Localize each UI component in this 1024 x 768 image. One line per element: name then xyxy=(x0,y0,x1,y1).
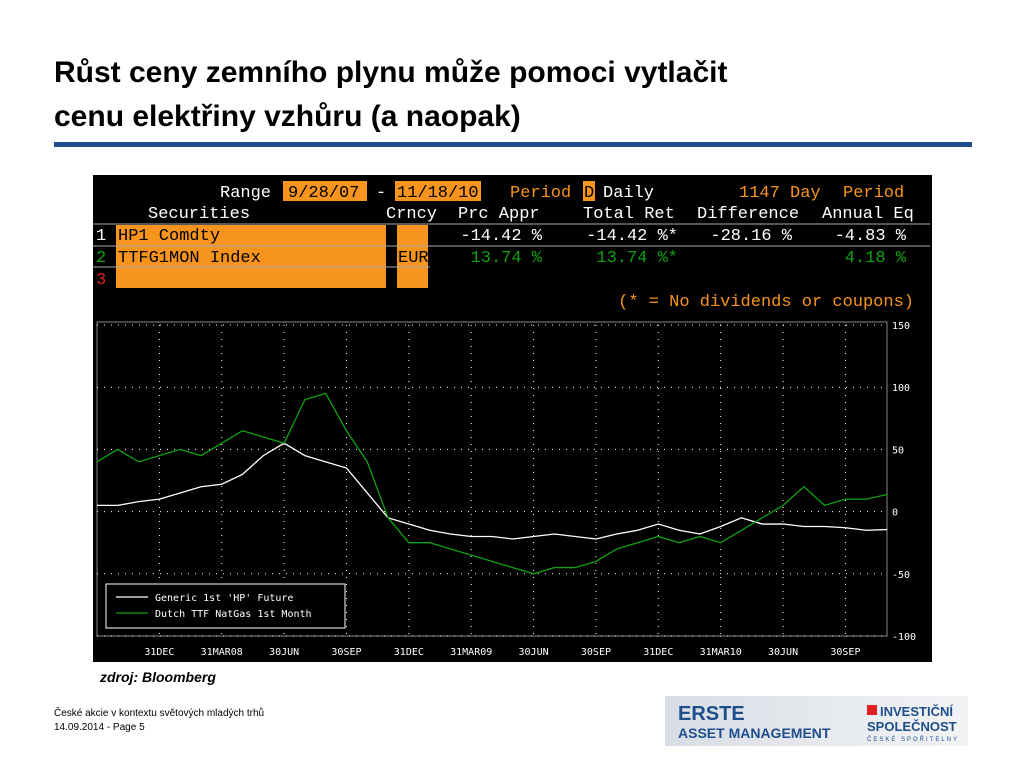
x-tick-label: 30SEP xyxy=(830,647,860,658)
legend xyxy=(105,583,346,629)
x-tick-label: 31DEC xyxy=(394,647,424,658)
x-tick-label: 30JUN xyxy=(269,647,299,658)
days: 1147 Day xyxy=(739,184,821,203)
footer: 14.09.2014 - Page 5 xyxy=(54,722,145,733)
crncy: EUR xyxy=(398,249,429,268)
label: Period xyxy=(510,184,571,203)
y-tick-label: 150 xyxy=(892,321,910,332)
period-box xyxy=(583,181,595,201)
cell: 13.74 % xyxy=(471,249,543,268)
x-tick-label: 31DEC xyxy=(144,647,174,658)
date-box xyxy=(283,181,367,201)
label: Period xyxy=(843,184,904,203)
period-name: Daily xyxy=(603,184,654,203)
period-code: D xyxy=(584,184,594,203)
security: TTFG1MON Index xyxy=(118,249,261,268)
column-header: Securities xyxy=(148,205,250,224)
logo-box xyxy=(665,696,968,746)
footnote: (* = No dividends or coupons) xyxy=(618,293,914,312)
x-tick-label: 30SEP xyxy=(331,647,361,658)
logo-text: INVESTIČNÍ xyxy=(880,704,953,719)
cell: 4.18 % xyxy=(845,249,907,268)
logo-text: ASSET MANAGEMENT xyxy=(678,725,831,741)
row-num: 2 xyxy=(96,249,106,268)
x-tick-label: 30SEP xyxy=(581,647,611,658)
label: Range xyxy=(220,184,271,203)
start-date: 9/28/07 xyxy=(288,184,359,203)
security-box xyxy=(116,225,386,288)
row-num: 3 xyxy=(96,271,106,290)
title: cenu elektřiny vzhůru (a naopak) xyxy=(54,100,521,133)
cell: 13.74 %* xyxy=(596,249,678,268)
x-tick-label: 30JUN xyxy=(768,647,798,658)
source: zdroj: Bloomberg xyxy=(99,669,216,685)
legend-label: Dutch TTF NatGas 1st Month xyxy=(155,609,312,620)
y-tick-label: -50 xyxy=(892,570,910,581)
y-tick-label: 0 xyxy=(892,508,898,519)
column-header: Crncy xyxy=(386,205,437,224)
logo-text: ČESKÉ SPOŘITELNY xyxy=(867,735,959,743)
column-header: Annual Eq xyxy=(822,205,914,224)
y-tick-label: 50 xyxy=(892,445,904,456)
cell: -14.42 % xyxy=(460,227,542,246)
end-date: 11/18/10 xyxy=(397,184,479,203)
series-line xyxy=(96,392,888,575)
footer: České akcie v kontextu světových mladých… xyxy=(54,706,264,719)
x-tick-label: 31MAR10 xyxy=(700,647,742,658)
title-rule xyxy=(54,142,972,147)
column-header: Prc Appr xyxy=(458,205,540,224)
logo-text: ERSTE xyxy=(678,703,745,725)
title: Růst ceny zemního plynu může pomoci vytl… xyxy=(54,56,727,89)
x-tick-label: 30JUN xyxy=(519,647,549,658)
logo-mark xyxy=(867,705,877,715)
dash: - xyxy=(376,184,386,203)
plot-frame xyxy=(96,321,888,637)
x-tick-label: 31DEC xyxy=(643,647,673,658)
x-tick-label: 31MAR09 xyxy=(450,647,492,658)
y-tick-label: 100 xyxy=(892,383,910,394)
y-tick-label: -100 xyxy=(892,632,916,643)
security: HP1 Comdty xyxy=(118,227,220,246)
cell: -28.16 % xyxy=(710,227,792,246)
legend-label: Generic 1st 'HP' Future xyxy=(155,593,293,604)
row-num: 1 xyxy=(96,227,106,246)
crncy-box xyxy=(397,225,428,288)
cell: -14.42 %* xyxy=(586,227,678,246)
column-header: Difference xyxy=(697,205,799,224)
date-box xyxy=(395,181,481,201)
table-grid xyxy=(93,223,930,268)
x-tick-label: 31MAR08 xyxy=(201,647,243,658)
column-header: Total Ret xyxy=(583,205,675,224)
logo-text: SPOLEČNOST xyxy=(867,719,957,734)
cell: -4.83 % xyxy=(835,227,907,246)
